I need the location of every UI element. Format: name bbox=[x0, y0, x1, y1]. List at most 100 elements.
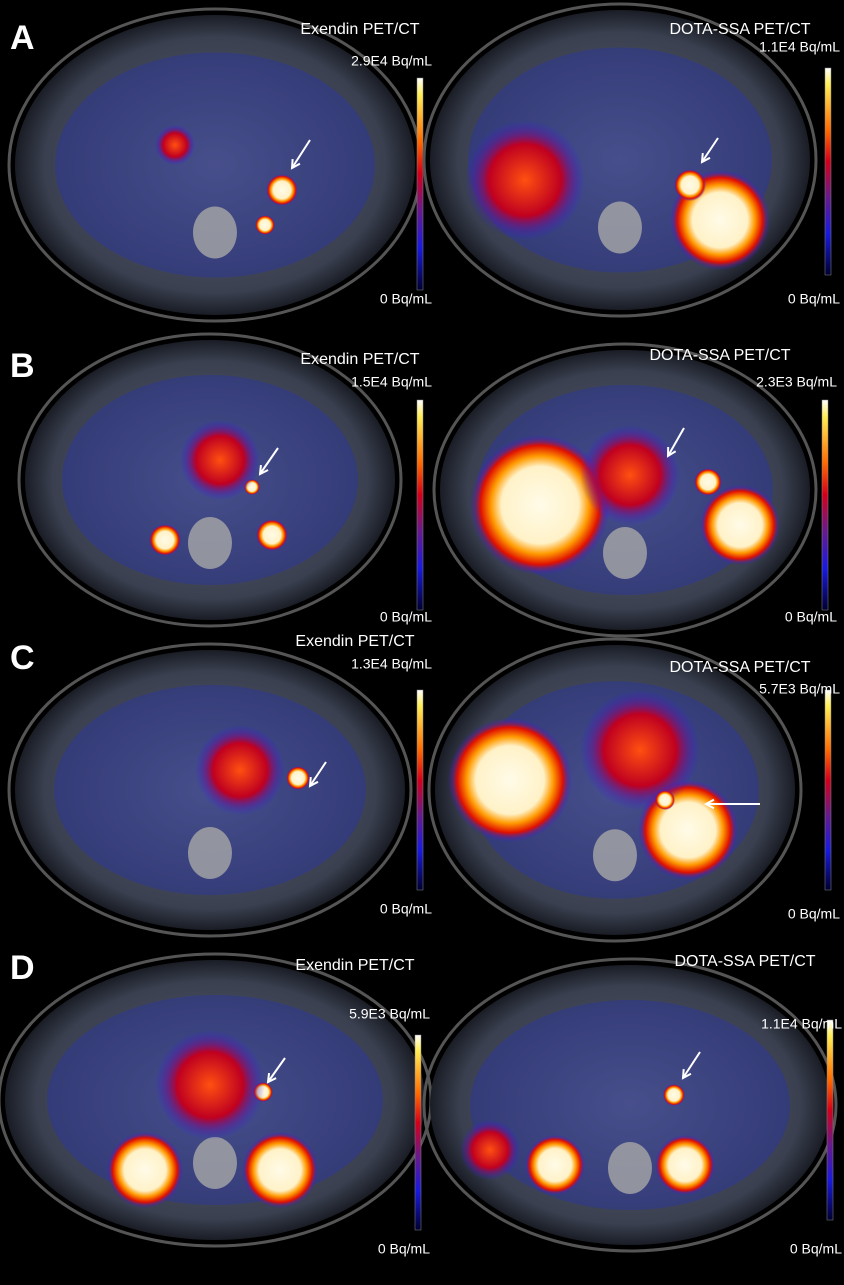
colorbar bbox=[416, 689, 424, 891]
uptake bbox=[266, 174, 298, 206]
pet-ct-image bbox=[0, 952, 433, 1248]
max-label: 2.3E3 Bq/mL bbox=[756, 374, 837, 390]
arrow bbox=[667, 427, 685, 457]
colorbar bbox=[826, 1019, 834, 1221]
colorbar bbox=[416, 77, 424, 291]
body-outline bbox=[422, 2, 818, 318]
image-title: Exendin PET/CT bbox=[300, 21, 419, 38]
uptake bbox=[107, 1132, 183, 1208]
spine bbox=[193, 206, 237, 259]
body bbox=[15, 15, 415, 315]
uptake bbox=[655, 790, 675, 810]
arrow bbox=[267, 1057, 286, 1083]
panel-letter: D bbox=[10, 949, 35, 987]
uptake bbox=[256, 519, 288, 551]
min-label: 0 Bq/mL bbox=[378, 1241, 430, 1257]
spine bbox=[193, 1137, 237, 1189]
colorbar bbox=[824, 67, 832, 276]
max-label: 2.9E4 Bq/mL bbox=[351, 53, 432, 69]
max-label: 1.5E4 Bq/mL bbox=[351, 374, 432, 390]
arrow bbox=[309, 761, 327, 787]
arrow bbox=[259, 447, 279, 475]
max-label: 5.9E3 Bq/mL bbox=[349, 1006, 430, 1022]
arrow-head bbox=[681, 1068, 692, 1080]
image-title: DOTA-SSA PET/CT bbox=[649, 347, 790, 364]
uptake bbox=[149, 524, 181, 556]
image-title: DOTA-SSA PET/CT bbox=[674, 953, 815, 970]
image-title: Exendin PET/CT bbox=[295, 957, 414, 974]
uptake bbox=[180, 420, 260, 500]
image-title: DOTA-SSA PET/CT bbox=[669, 659, 810, 676]
uptake bbox=[655, 1135, 715, 1195]
arrow-head bbox=[266, 1072, 277, 1084]
uptake bbox=[700, 485, 780, 565]
uptake bbox=[674, 169, 706, 201]
uptake bbox=[580, 690, 700, 810]
arrow-head bbox=[666, 446, 677, 458]
uptake bbox=[525, 1135, 585, 1195]
min-label: 0 Bq/mL bbox=[785, 609, 837, 625]
arrow bbox=[682, 1051, 701, 1079]
min-label: 0 Bq/mL bbox=[790, 1241, 842, 1257]
min-label: 0 Bq/mL bbox=[380, 609, 432, 625]
max-label: 1.1E4 Bq/mL bbox=[759, 39, 840, 55]
arrow bbox=[701, 137, 719, 163]
uptake bbox=[242, 1132, 318, 1208]
body-outline bbox=[422, 957, 838, 1253]
arrow bbox=[291, 139, 311, 169]
pet-ct-image bbox=[7, 7, 423, 323]
uptake bbox=[580, 425, 680, 525]
max-label: 1.3E4 Bq/mL bbox=[351, 656, 432, 672]
arrow-head bbox=[308, 776, 319, 788]
body-outline bbox=[427, 637, 803, 943]
arrow-head bbox=[290, 158, 301, 170]
body-outline bbox=[432, 342, 818, 638]
max-label: 5.7E3 Bq/mL bbox=[759, 681, 840, 697]
pet-ct-image bbox=[7, 642, 413, 938]
spine bbox=[598, 201, 642, 254]
uptake bbox=[448, 718, 572, 842]
min-label: 0 Bq/mL bbox=[380, 901, 432, 917]
pet-ct-image bbox=[17, 332, 403, 628]
uptake bbox=[286, 766, 310, 790]
image-title: DOTA-SSA PET/CT bbox=[669, 21, 810, 38]
spine bbox=[188, 517, 232, 569]
panel-letter: A bbox=[10, 19, 35, 57]
uptake bbox=[460, 1120, 520, 1180]
max-label: 1.1E4 Bq/mL bbox=[761, 1016, 842, 1032]
uptake bbox=[155, 125, 195, 165]
pet-ct-image bbox=[422, 2, 818, 318]
uptake bbox=[195, 725, 285, 815]
pet-ct-image bbox=[432, 342, 818, 638]
uptake bbox=[465, 120, 585, 240]
body-outline bbox=[17, 332, 403, 628]
pet-ct-image bbox=[422, 957, 838, 1253]
arrow-head bbox=[703, 798, 715, 810]
uptake bbox=[255, 215, 275, 235]
colorbar bbox=[414, 1034, 422, 1231]
spine bbox=[603, 527, 647, 579]
panel-letter: B bbox=[10, 347, 35, 385]
spine bbox=[188, 827, 232, 879]
arrow-head bbox=[258, 464, 269, 476]
body-glow bbox=[55, 52, 375, 278]
min-label: 0 Bq/mL bbox=[380, 291, 432, 307]
image-title: Exendin PET/CT bbox=[295, 633, 414, 650]
uptake bbox=[694, 468, 722, 496]
colorbar bbox=[416, 399, 424, 611]
min-label: 0 Bq/mL bbox=[788, 291, 840, 307]
colorbar bbox=[824, 689, 832, 891]
pet-ct-image bbox=[427, 637, 803, 943]
spine bbox=[593, 829, 637, 882]
panel-letter: C bbox=[10, 639, 35, 677]
body-outline bbox=[7, 642, 413, 938]
uptake bbox=[470, 435, 610, 575]
spine bbox=[608, 1142, 652, 1194]
colorbar bbox=[821, 399, 829, 611]
uptake bbox=[663, 1084, 685, 1106]
min-label: 0 Bq/mL bbox=[788, 906, 840, 922]
uptake bbox=[155, 1030, 265, 1140]
arrow-head bbox=[700, 152, 711, 164]
